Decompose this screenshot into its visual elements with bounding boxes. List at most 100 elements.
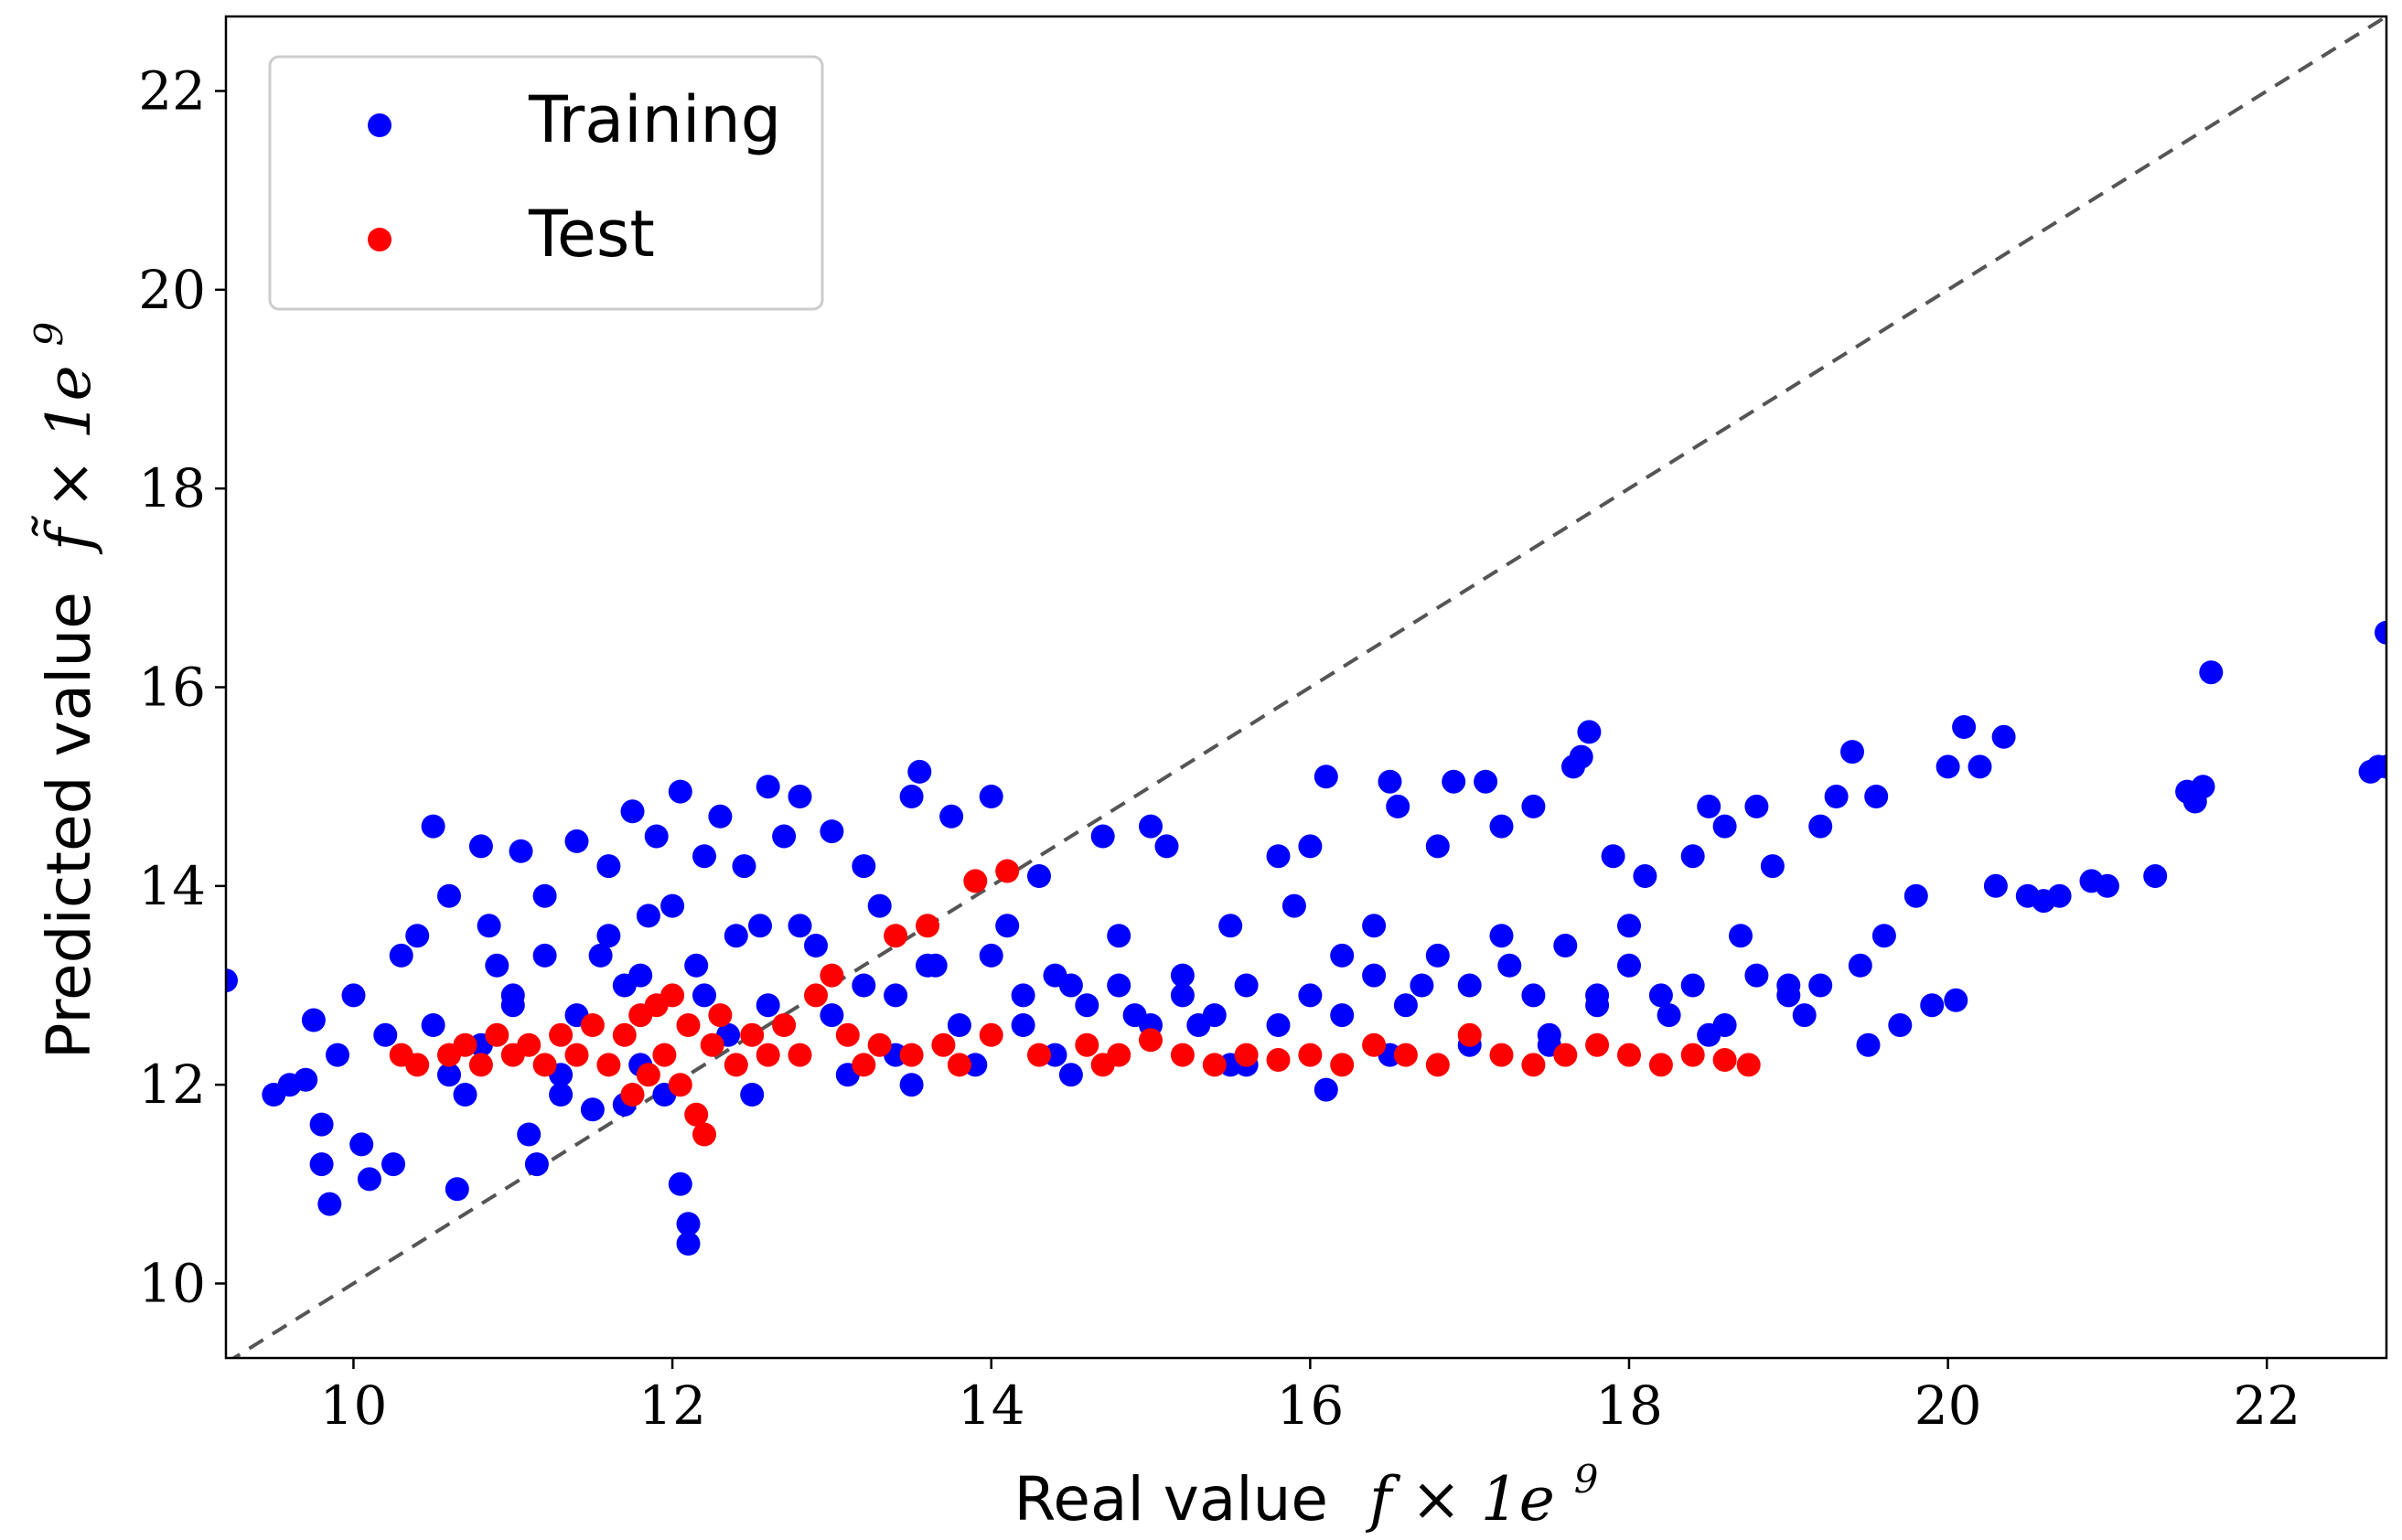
training-point: [1139, 814, 1163, 839]
x-tick-label: 16: [1276, 1374, 1344, 1437]
training-point: [1521, 794, 1546, 818]
training-point: [1697, 794, 1721, 818]
training-point: [1712, 814, 1737, 839]
test-point: [1393, 1043, 1418, 1067]
test-point: [884, 924, 908, 948]
training-point: [995, 914, 1020, 938]
training-point: [1474, 769, 1498, 794]
y-tick-label: 20: [138, 259, 206, 321]
x-tick-label: 14: [958, 1374, 1025, 1437]
test-point: [652, 1043, 677, 1067]
training-point: [867, 893, 892, 918]
y-tick-label: 16: [138, 657, 206, 719]
training-point: [1657, 1003, 1681, 1028]
training-point: [1298, 983, 1323, 1008]
training-point: [1170, 963, 1195, 988]
x-axis-ticks: 10 12 14 16 18 20 22: [320, 1358, 2300, 1437]
training-point: [947, 1013, 971, 1037]
training-point: [979, 785, 1003, 808]
series-training: [226, 620, 2386, 1256]
y-tick-label: 12: [138, 1053, 206, 1116]
training-point: [1633, 864, 1657, 888]
test-point: [612, 1022, 637, 1047]
training-point: [1425, 943, 1450, 968]
training-point: [1936, 754, 1960, 779]
training-point: [1944, 988, 1968, 1012]
test-point: [740, 1022, 765, 1047]
training-point: [381, 1152, 405, 1177]
series-test: [389, 859, 1761, 1147]
test-point: [676, 1013, 701, 1037]
test-point: [532, 1053, 557, 1077]
test-point: [1075, 1032, 1099, 1057]
x-tick-label: 12: [638, 1374, 706, 1437]
training-point: [1680, 973, 1705, 998]
training-point: [1569, 744, 1593, 769]
training-point: [820, 1003, 844, 1028]
test-point: [1266, 1048, 1291, 1072]
test-point: [684, 1102, 709, 1127]
training-point: [549, 1083, 574, 1107]
training-point: [1808, 973, 1833, 998]
x-tick-label: 22: [2233, 1374, 2300, 1437]
test-point: [549, 1022, 574, 1047]
training-point: [668, 779, 692, 804]
training-point: [1521, 983, 1546, 1008]
legend-label-training: Training: [528, 82, 781, 157]
training-point: [1824, 785, 1849, 808]
training-point: [349, 1132, 374, 1157]
x-tick-label: 20: [1914, 1374, 1982, 1437]
test-point: [1027, 1043, 1051, 1067]
y-axis-label-exponent: 9: [27, 322, 71, 347]
training-point: [301, 1008, 326, 1032]
test-point: [668, 1073, 692, 1097]
training-point: [1489, 814, 1514, 839]
test-point: [1298, 1043, 1323, 1067]
training-point: [500, 983, 525, 1008]
training-point: [1425, 834, 1450, 859]
training-point: [1744, 963, 1769, 988]
training-point: [1314, 1077, 1338, 1102]
test-point: [468, 1053, 493, 1077]
training-point: [588, 943, 613, 968]
legend-label-test: Test: [528, 197, 655, 272]
training-point: [1314, 765, 1338, 789]
training-point: [596, 854, 621, 879]
training-point: [1697, 1022, 1721, 1047]
test-point: [772, 1013, 797, 1037]
training-point: [636, 904, 660, 928]
test-point: [517, 1032, 542, 1057]
training-point: [373, 1022, 398, 1047]
training-point: [1027, 864, 1051, 888]
x-tick-label: 10: [320, 1374, 388, 1437]
test-point: [756, 1043, 780, 1067]
training-point: [1856, 1032, 1881, 1057]
test-point: [1202, 1053, 1227, 1077]
training-point: [445, 1177, 469, 1202]
test-point: [636, 1063, 660, 1087]
training-point: [1617, 953, 1641, 978]
training-point: [309, 1152, 334, 1177]
training-point: [1266, 1013, 1291, 1037]
test-point: [788, 1043, 812, 1067]
training-point: [676, 1212, 701, 1236]
training-point: [1234, 973, 1259, 998]
legend-marker-test: [368, 228, 391, 251]
x-tick-label: 18: [1595, 1374, 1663, 1437]
training-point: [1991, 724, 2016, 749]
training-point: [437, 883, 461, 908]
test-point: [1362, 1032, 1387, 1057]
training-point: [1154, 834, 1179, 859]
training-point: [804, 934, 828, 957]
reference-diagonal-line: [230, 16, 2386, 1358]
x-axis-label-exponent: 9: [1574, 1457, 1599, 1502]
training-point: [226, 968, 238, 993]
training-point: [341, 983, 366, 1008]
training-point: [1218, 914, 1243, 938]
training-point: [1497, 953, 1522, 978]
test-point: [947, 1053, 971, 1077]
training-point: [756, 993, 780, 1018]
training-point: [1864, 785, 1889, 808]
test-point: [620, 1083, 645, 1107]
legend: Training Test: [268, 55, 824, 311]
